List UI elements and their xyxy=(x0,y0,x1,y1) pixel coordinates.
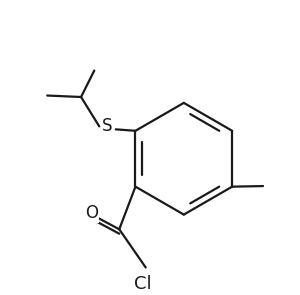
Text: Cl: Cl xyxy=(134,275,152,293)
Text: S: S xyxy=(102,117,113,135)
Text: O: O xyxy=(85,204,98,222)
